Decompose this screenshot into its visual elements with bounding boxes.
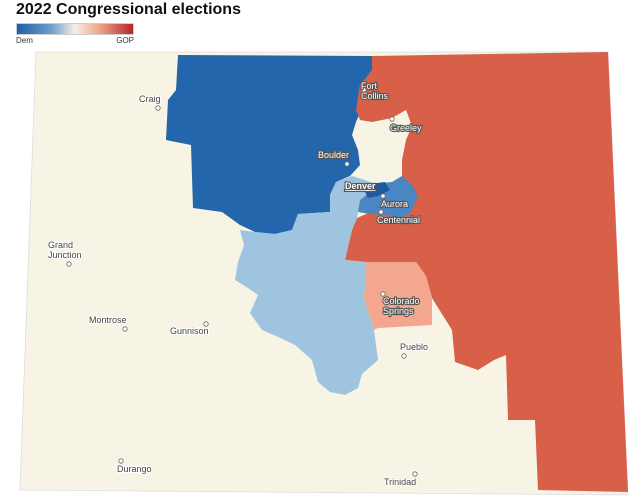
city-marker-trinidad: [412, 471, 418, 477]
city-label-montrose: Montrose: [89, 315, 127, 325]
city-label-grand-junction: Grand Junction: [48, 240, 82, 260]
city-trinidad: Trinidad: [383, 471, 418, 488]
city-label-centennial: Centennial: [377, 215, 420, 225]
map-title: 2022 Congressional elections: [16, 1, 241, 18]
city-durango: Durango: [116, 458, 153, 475]
city-aurora: Aurora: [380, 193, 409, 210]
city-label-line: Pueblo: [400, 342, 428, 352]
city-marker-colorado-springs: [380, 291, 386, 297]
city-fort-collins: Fort Collins: [360, 80, 390, 102]
district-east[interactable]: [345, 52, 628, 492]
city-label-line: Montrose: [89, 315, 127, 325]
city-label-line: Junction: [48, 250, 82, 260]
city-label-fort-collins: Fort Collins: [361, 81, 389, 101]
city-marker-boulder: [344, 161, 350, 167]
city-marker-grand-junction: [66, 261, 72, 267]
city-colorado-springs: Colorado Springs: [380, 291, 421, 317]
city-centennial: Centennial: [376, 209, 421, 226]
city-label-line: Trinidad: [384, 477, 416, 487]
legend-dem-label: Dem: [16, 36, 33, 45]
legend-gop-label: GOP: [116, 36, 134, 45]
city-marker-centennial: [378, 209, 384, 215]
district-greeley[interactable]: [362, 110, 412, 190]
legend-labels: Dem GOP: [16, 36, 134, 45]
city-label-line: Centennial: [377, 215, 420, 225]
city-label-denver: Denver: [345, 181, 376, 191]
city-label-craig: Craig: [139, 94, 161, 104]
city-gunnison: Gunnison: [169, 321, 210, 337]
cities-layer: Fort Collins Greeley Boulder Denver Aurora Cen…: [47, 80, 429, 488]
city-label-durango: Durango: [117, 464, 152, 474]
city-craig: Craig: [138, 93, 162, 111]
city-greeley: Greeley: [389, 116, 423, 134]
city-label-line: Colorado: [383, 296, 420, 306]
city-montrose: Montrose: [88, 314, 128, 332]
district-north-central[interactable]: [166, 55, 372, 234]
city-label-aurora: Aurora: [381, 199, 408, 209]
city-marker-durango: [118, 458, 124, 464]
city-marker-montrose: [122, 326, 128, 332]
district-denver-metro[interactable]: [358, 176, 418, 218]
city-label-line: Boulder: [318, 150, 349, 160]
district-denver-core[interactable]: [362, 182, 390, 198]
city-marker-craig: [155, 105, 161, 111]
city-marker-fort-collins: [361, 87, 367, 93]
city-marker-greeley: [389, 116, 395, 122]
city-label-line: Springs: [383, 306, 414, 316]
legend-gradient-bar: [16, 23, 134, 35]
city-label-line: Craig: [139, 94, 161, 104]
city-label-line: Gunnison: [170, 326, 209, 336]
city-label-boulder: Boulder: [318, 150, 349, 160]
city-label-line: Denver: [345, 181, 376, 191]
district-central[interactable]: [235, 176, 378, 395]
city-marker-pueblo: [401, 353, 407, 359]
city-marker-gunnison: [203, 321, 209, 327]
city-boulder: Boulder: [317, 149, 350, 167]
city-label-line: Durango: [117, 464, 152, 474]
city-grand-junction: Grand Junction: [47, 239, 83, 267]
city-pueblo: Pueblo: [399, 341, 429, 359]
city-label-line: Fort: [361, 81, 378, 91]
city-denver: Denver: [344, 180, 377, 193]
city-label-greeley: Greeley: [390, 123, 422, 133]
city-label-trinidad: Trinidad: [384, 477, 416, 487]
city-marker-denver: [369, 187, 375, 193]
city-label-line: Greeley: [390, 123, 422, 133]
color-legend: Dem GOP: [16, 23, 134, 45]
city-label-colorado-springs: Colorado Springs: [383, 296, 420, 316]
city-label-line: Grand: [48, 240, 73, 250]
city-label-line: Collins: [361, 91, 389, 101]
city-label-gunnison: Gunnison: [170, 326, 209, 336]
city-label-pueblo: Pueblo: [400, 342, 428, 352]
city-label-line: Aurora: [381, 199, 408, 209]
city-marker-aurora: [380, 193, 386, 199]
district-colorado-springs[interactable]: [364, 262, 432, 330]
